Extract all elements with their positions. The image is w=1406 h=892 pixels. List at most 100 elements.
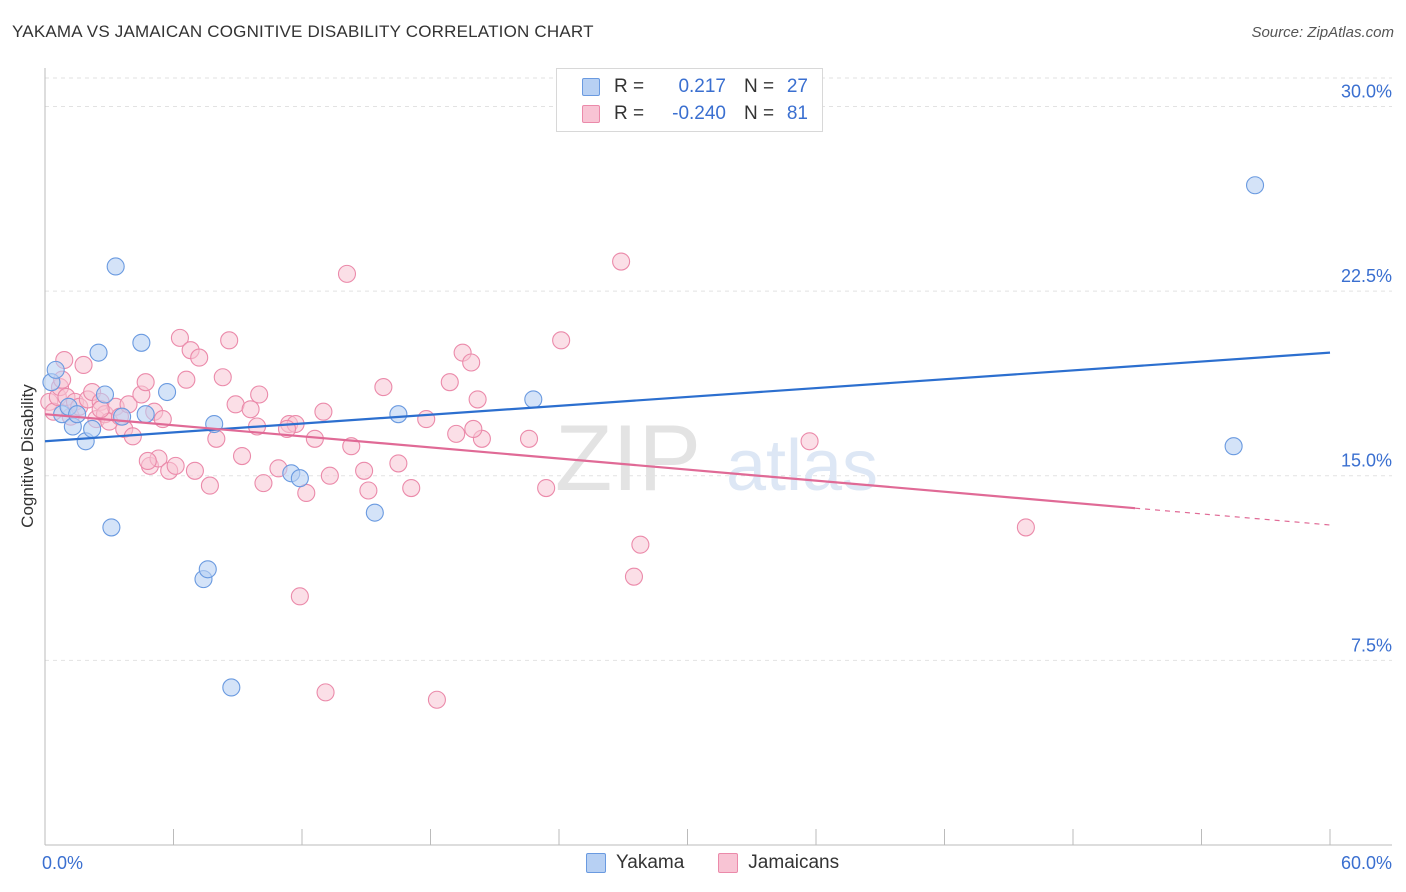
jamaican-point (389, 454, 408, 473)
jamaican-point (417, 410, 436, 429)
yakama-point (158, 382, 177, 402)
yakama-point (46, 360, 65, 379)
yakama-point (113, 407, 132, 426)
series-legend: Yakama Jamaicans (586, 852, 873, 874)
legend-r-value: 0.217 (678, 76, 726, 97)
jamaican-point (250, 385, 269, 404)
jamaican-point (337, 264, 357, 283)
x-tick-label: 0.0% (42, 853, 83, 873)
jamaican-trend-extension (1135, 507, 1331, 526)
jamaican-point (254, 474, 273, 493)
series-swatch-jamaicans (718, 853, 739, 873)
jamaican-point (519, 429, 539, 448)
legend-n-label: N = (744, 76, 775, 97)
series-legend-jamaicans: Jamaicans (718, 852, 839, 874)
jamaican-point (537, 478, 556, 498)
yakama-point (389, 405, 408, 424)
y-tick-label: 7.5% (1351, 635, 1392, 655)
jamaican-point (624, 567, 644, 586)
correlation-legend: R = 0.217 N = 27 R = -0.240 N = 81 (556, 68, 823, 132)
series-label-yakama: Yakama (616, 852, 685, 873)
jamaican-point (462, 353, 481, 372)
yakama-points (42, 176, 1265, 697)
jamaican-point (631, 535, 650, 554)
x-tick-labels: 0.0% 60.0% (42, 853, 1392, 873)
jamaican-points (40, 252, 1035, 709)
jamaican-point (800, 432, 819, 451)
x-tick-label: 60.0% (1341, 853, 1392, 873)
jamaican-point (355, 461, 374, 480)
legend-swatch-yakama (582, 78, 600, 96)
jamaican-point (468, 390, 487, 409)
yakama-point (106, 257, 125, 276)
jamaican-point (552, 331, 571, 350)
yakama-point (198, 560, 217, 579)
legend-row-jamaicans: R = -0.240 N = 81 (557, 100, 808, 128)
jamaican-point (226, 395, 245, 414)
legend-r-value: -0.240 (672, 103, 726, 124)
jamaican-point (74, 355, 93, 375)
jamaican-point (213, 368, 232, 387)
yakama-point (1224, 437, 1243, 456)
yakama-point (290, 469, 309, 488)
jamaican-point (427, 690, 446, 709)
legend-row-yakama: R = 0.217 N = 27 (557, 73, 808, 101)
jamaican-point (207, 429, 226, 448)
jamaican-point (190, 348, 209, 367)
gridlines (45, 77, 1392, 661)
legend-n-value: 81 (786, 103, 808, 124)
legend-n-value: 27 (786, 76, 808, 97)
yakama-point (365, 503, 384, 522)
jamaican-point (612, 252, 631, 271)
jamaican-point (220, 331, 239, 350)
legend-r-label: R = (614, 76, 645, 97)
yakama-point (1245, 176, 1265, 195)
yakama-point (136, 405, 155, 424)
jamaican-point (320, 466, 339, 485)
jamaican-point (464, 419, 483, 439)
jamaican-point (1016, 518, 1035, 537)
jamaican-point (290, 587, 309, 606)
yakama-point (68, 405, 87, 424)
jamaican-point (166, 456, 185, 475)
legend-swatch-jamaicans (582, 105, 600, 123)
jamaican-point (241, 400, 260, 419)
jamaican-point (200, 476, 219, 495)
watermark: ZIP atlas (555, 405, 878, 510)
jamaican-point (136, 373, 155, 392)
legend-r-label: R = (614, 103, 645, 124)
jamaican-point (185, 461, 204, 480)
yakama-point (95, 385, 115, 404)
yakama-point (524, 390, 543, 409)
jamaican-point (374, 378, 393, 397)
jamaican-point (402, 478, 421, 498)
jamaican-point (314, 402, 333, 421)
y-axis-label: Cognitive Disability (18, 384, 37, 528)
jamaican-point (138, 451, 157, 471)
series-swatch-yakama (586, 853, 606, 873)
y-tick-label: 30.0% (1341, 81, 1392, 101)
jamaican-point (440, 373, 459, 392)
yakama-point (89, 343, 108, 362)
series-label-jamaicans: Jamaicans (748, 852, 840, 873)
axes (44, 68, 1392, 846)
jamaican-point (359, 481, 378, 500)
jamaican-point (177, 370, 196, 389)
trend-lines (44, 351, 1331, 526)
jamaican-point (447, 424, 466, 443)
y-tick-label: 15.0% (1341, 451, 1392, 471)
yakama-point (132, 333, 151, 352)
y-tick-labels: 7.5% 15.0% 22.5% 30.0% (1341, 81, 1392, 655)
watermark-zip: ZIP (555, 405, 701, 510)
yakama-point (102, 518, 121, 537)
jamaican-point (170, 328, 189, 347)
yakama-trend-line (44, 351, 1331, 443)
yakama-point (222, 678, 241, 697)
series-legend-yakama: Yakama (586, 852, 684, 874)
jamaican-trend-line (44, 413, 1136, 510)
jamaican-point (316, 683, 335, 702)
yakama-point (83, 419, 102, 439)
chart-title: YAKAMA VS JAMAICAN COGNITIVE DISABILITY … (12, 22, 594, 41)
legend-n-label: N = (744, 103, 775, 124)
